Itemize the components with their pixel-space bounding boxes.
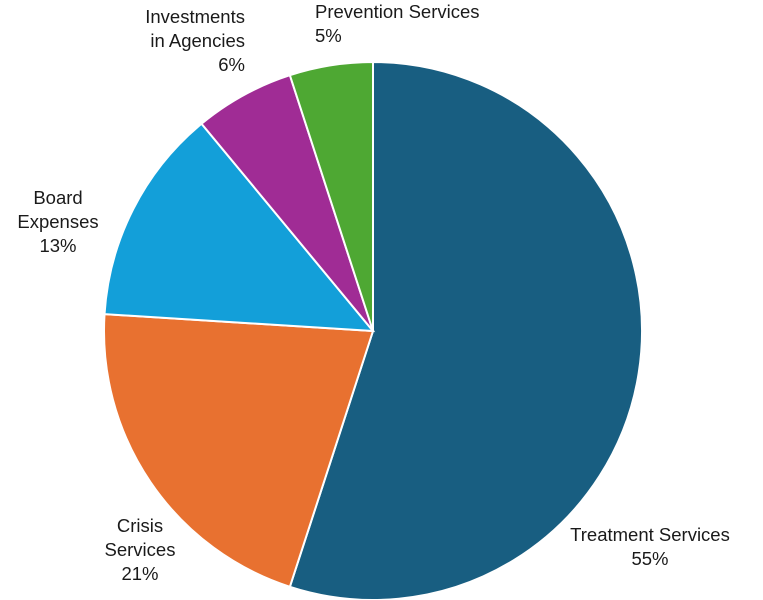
pie-labels: Treatment Services 55% Crisis Services 21% Bo…	[17, 1, 729, 584]
slice-label-board-expenses: Board Expenses 13%	[17, 187, 98, 256]
slice-percent: 6%	[218, 54, 245, 75]
slice-percent: 21%	[121, 563, 158, 584]
slice-name-line: Expenses	[17, 211, 98, 232]
slice-percent: 5%	[315, 25, 342, 46]
slice-percent: 55%	[631, 548, 668, 569]
pie-slice-crisis-services	[103, 313, 375, 589]
pie-slice-prevention-services	[288, 60, 374, 332]
slice-name-line: Treatment Services	[570, 524, 730, 545]
pie-slice-board-expenses	[103, 122, 376, 333]
slice-name-line: Prevention Services	[315, 1, 480, 22]
slice-name-line: Investments	[145, 6, 245, 27]
pie-slice-treatment-services	[288, 60, 643, 600]
slice-percent: 13%	[39, 235, 76, 256]
slice-label-prevention-services: Prevention Services 5%	[315, 1, 480, 46]
slice-label-investments-in-agencies: Investments in Agencies 6%	[145, 6, 245, 75]
slice-name-line: Services	[105, 539, 176, 560]
pie-slices	[103, 60, 643, 600]
slice-name-line: Board	[33, 187, 82, 208]
slice-label-treatment-services: Treatment Services 55%	[570, 524, 730, 569]
slice-name-line: in Agencies	[150, 30, 245, 51]
slice-label-crisis-services: Crisis Services 21%	[105, 515, 176, 584]
slice-name-line: Crisis	[117, 515, 163, 536]
